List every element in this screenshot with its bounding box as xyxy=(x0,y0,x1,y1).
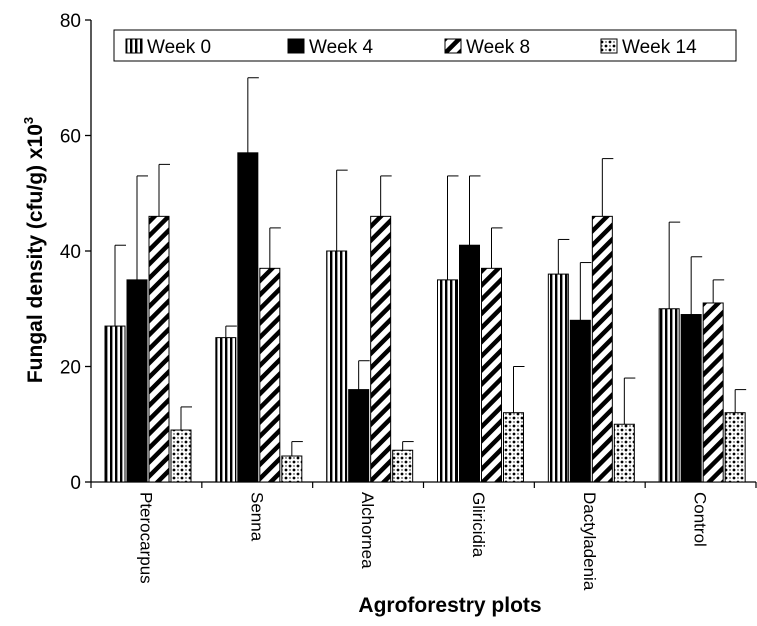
bar-week-4 xyxy=(680,314,702,483)
y-axis-title: Fungal density (cfu/g) x103 xyxy=(21,117,47,383)
bar-week-0 xyxy=(326,250,348,483)
bar-week-8 xyxy=(481,267,502,483)
category-label: Gliricidia xyxy=(469,492,488,558)
bar-week-4 xyxy=(237,152,259,483)
bar-week-14 xyxy=(170,429,192,483)
bar-week-0 xyxy=(658,308,680,483)
bar-week-14 xyxy=(281,455,303,483)
y-tick-label: 40 xyxy=(60,242,81,263)
bar-week-0 xyxy=(547,273,569,483)
legend: Week 0 Week 4 Week 8 Week 14 xyxy=(113,29,737,62)
category-label: Control xyxy=(691,492,710,547)
bar-week-14 xyxy=(613,423,635,483)
category-labels: Pterocarpus Senna Alchornea Gliricidia Dacty… xyxy=(90,482,757,591)
bar-week-14 xyxy=(503,412,524,483)
y-tick-label: 60 xyxy=(60,127,81,148)
legend-label: Week 14 xyxy=(622,37,697,58)
legend-swatch-week-8 xyxy=(444,38,462,54)
bar-week-0 xyxy=(437,279,458,483)
bar-week-4 xyxy=(126,279,148,483)
y-tick-label: 20 xyxy=(60,358,81,379)
legend-label: Week 0 xyxy=(147,37,211,58)
category-label: Senna xyxy=(247,492,266,542)
legend-box xyxy=(113,29,737,62)
category-label: Pterocarpus xyxy=(136,492,155,584)
legend-swatch-week-4 xyxy=(287,38,305,54)
bar-week-8 xyxy=(591,215,613,483)
legend-label: Week 4 xyxy=(309,37,374,58)
y-axis-title-main: Fungal density (cfu/g) x10 xyxy=(24,124,47,383)
bar-week-0 xyxy=(215,337,237,483)
bar-week-4 xyxy=(348,389,370,483)
y-axis-title-superscript: 3 xyxy=(21,117,36,124)
y-tick-label: 80 xyxy=(60,11,81,32)
category-label: Dactyladenia xyxy=(580,492,599,591)
x-axis-title: Agroforestry plots xyxy=(358,594,541,617)
bars xyxy=(104,77,747,483)
legend-swatch-week-14 xyxy=(600,38,618,54)
bar-week-4 xyxy=(459,244,480,483)
bar-week-8 xyxy=(148,215,170,483)
category-label: Alchornea xyxy=(358,492,377,569)
legend-swatch-week-0 xyxy=(125,38,143,54)
bar-week-8 xyxy=(702,302,724,483)
bar-week-4 xyxy=(569,319,591,483)
bar-week-8 xyxy=(370,215,392,483)
bar-week-0 xyxy=(104,325,126,483)
bar-week-14 xyxy=(724,412,746,483)
legend-label: Week 8 xyxy=(466,37,530,58)
y-ticks: 0 20 40 60 80 xyxy=(60,11,91,494)
bar-week-14 xyxy=(392,449,414,483)
bar-week-8 xyxy=(259,267,281,483)
y-tick-label: 0 xyxy=(70,473,81,494)
